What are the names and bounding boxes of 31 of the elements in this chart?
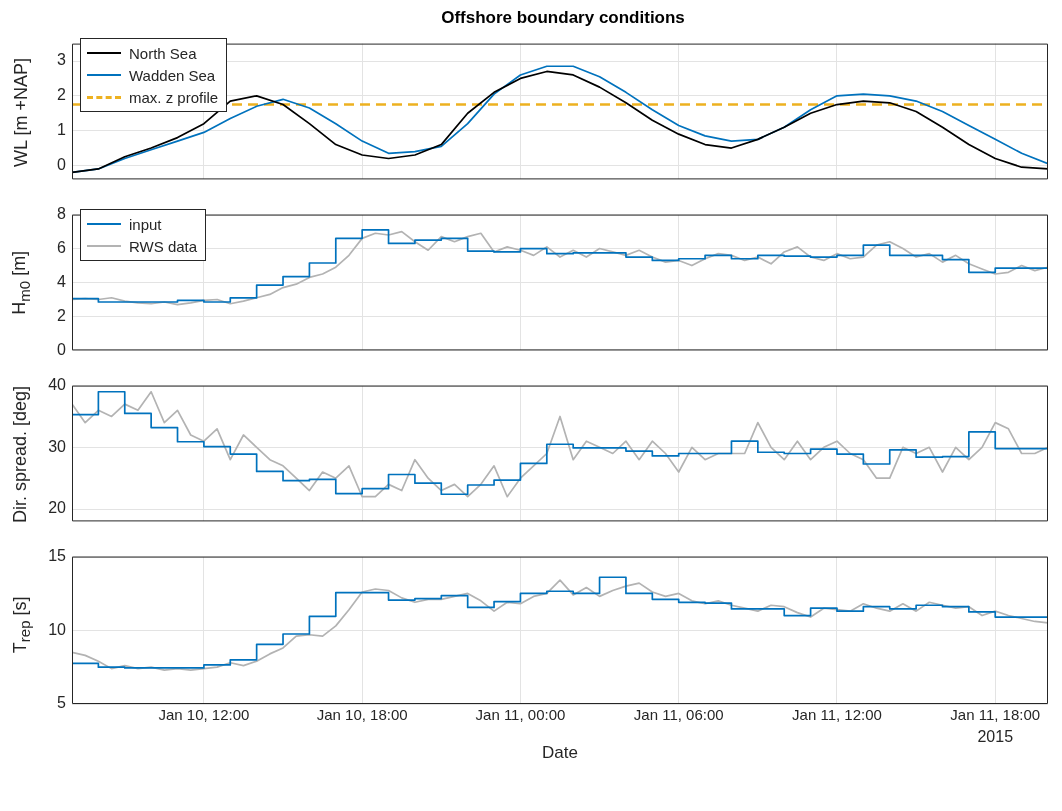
legend-label: RWS data: [129, 237, 198, 255]
text: 2015: [977, 728, 1014, 746]
x-tick-label: Jan 10, 12:00: [158, 706, 250, 724]
legend-label: North Sea: [129, 44, 197, 62]
y-tick-label: 0: [57, 155, 67, 173]
chart-title: Offshore boundary conditions: [440, 8, 686, 28]
y-tick-label: 6: [57, 238, 67, 256]
x-tick-label: Jan 11, 12:00: [792, 706, 882, 724]
x-axis-title: Date: [542, 743, 578, 763]
y-tick-label: 4: [57, 272, 67, 290]
x-tick-label: Jan 10, 18:00: [316, 706, 408, 724]
x-tick-label: Jan 11, 00:00: [475, 706, 566, 724]
y-axis-title: WL [m +NAP]: [10, 57, 32, 167]
y-tick-label: 20: [48, 499, 67, 517]
y-tick-label: 0: [57, 340, 67, 358]
y-tick-label: 8: [57, 205, 67, 223]
y-tick-label: 10: [48, 620, 67, 638]
legend-label: Wadden Sea: [129, 66, 216, 84]
y-tick-label: 1: [57, 121, 67, 139]
y-tick-label: 2: [57, 86, 67, 104]
y-axis-title: Dir. spread. [deg]: [10, 385, 32, 523]
y-tick-label: 30: [48, 437, 67, 455]
x-tick-label: Jan 11, 18:00: [950, 706, 1041, 724]
x-tick-label: Jan 11, 06:00: [633, 706, 724, 724]
ref-line-label: max. z profile: [129, 88, 219, 106]
y-tick-label: 40: [48, 376, 67, 394]
y-tick-label: 3: [57, 51, 67, 69]
legend-label: input: [129, 215, 162, 233]
y-tick-label: 5: [57, 694, 67, 712]
y-tick-label: 15: [48, 547, 67, 565]
y-tick-label: 2: [57, 306, 67, 324]
